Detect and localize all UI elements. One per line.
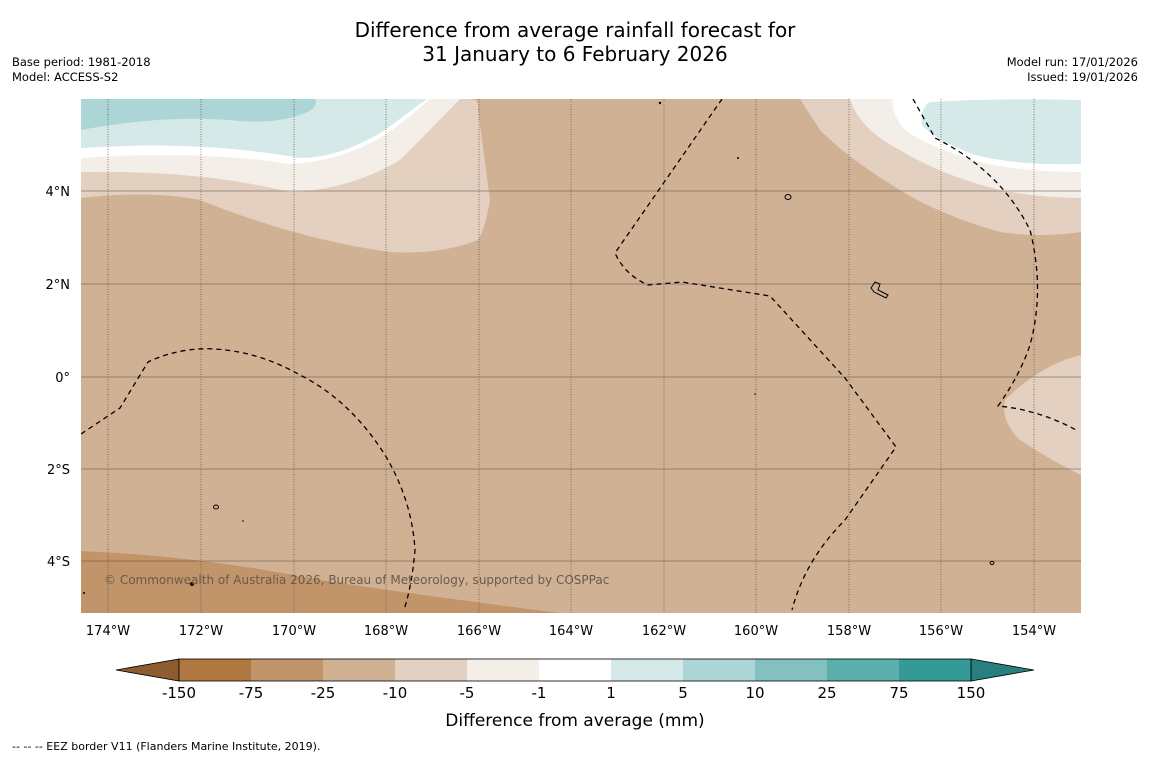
colorbar-outline	[178, 658, 972, 682]
colorbar-swatch	[611, 659, 683, 681]
title-line-2: 31 January to 6 February 2026	[422, 42, 728, 66]
colorbar-tick: -75	[239, 684, 264, 702]
contour-band-teal-right	[921, 99, 1081, 165]
island-dots	[83, 101, 756, 594]
lat-label: 4°N	[46, 185, 71, 200]
colorbar-tick: -150	[162, 684, 196, 702]
colorbar-tick: 1	[606, 684, 616, 702]
contour-band-light-east	[1004, 355, 1081, 475]
lon-labels: 174°W 172°W 170°W 168°W 166°W 164°W 162°…	[86, 624, 1056, 639]
lon-label: 158°W	[827, 624, 871, 639]
colorbar-swatch	[467, 659, 539, 681]
colorbar-swatch	[395, 659, 467, 681]
base-info: Base period: 1981-2018 Model: ACCESS-S2	[12, 55, 151, 85]
lon-label: 174°W	[86, 624, 130, 639]
lon-label: 156°W	[919, 624, 963, 639]
title-line-1: Difference from average rainfall forecas…	[354, 18, 796, 42]
colorbar-swatch	[539, 659, 611, 681]
colorbar-tick: 150	[957, 684, 986, 702]
eez-legend-note: -- -- -- EEZ border V11 (Flanders Marine…	[12, 740, 321, 753]
lon-label: 166°W	[457, 624, 501, 639]
colorbar-arrow-low	[115, 658, 180, 682]
colorbar-swatch	[899, 659, 971, 681]
lat-label: 2°N	[46, 278, 71, 293]
rainfall-map	[81, 99, 1081, 613]
colorbar: -150 -75 -25 -10 -5 -1 1 5 10 25 75 150 …	[115, 658, 1035, 731]
colorbar-swatch	[755, 659, 827, 681]
model-name: Model: ACCESS-S2	[12, 70, 119, 84]
lat-label: 2°S	[47, 463, 70, 478]
eez-borders	[81, 99, 1079, 611]
colorbar-tick: 75	[889, 684, 908, 702]
colorbar-tick: -25	[311, 684, 336, 702]
colorbar-swatch	[827, 659, 899, 681]
run-info: Model run: 17/01/2026 Issued: 19/01/2026	[1007, 55, 1138, 85]
colorbar-tick: -10	[383, 684, 408, 702]
islands	[213, 194, 995, 565]
colorbar-tick: 10	[745, 684, 764, 702]
lon-label: 154°W	[1012, 624, 1056, 639]
lat-label: 4°S	[47, 555, 70, 570]
colorbar-label: Difference from average (mm)	[445, 711, 704, 731]
issued-date: Issued: 19/01/2026	[1027, 70, 1138, 84]
colorbar-swatch	[683, 659, 755, 681]
colorbar-arrow-high	[970, 658, 1035, 682]
colorbar-swatch	[251, 659, 323, 681]
lon-label: 172°W	[179, 624, 223, 639]
colorbar-tick: 5	[678, 684, 688, 702]
colorbar-swatch	[179, 659, 251, 681]
colorbar-tick: 25	[817, 684, 836, 702]
lon-gridlines	[107, 99, 1035, 613]
base-period: Base period: 1981-2018	[12, 55, 151, 69]
lat-label: 0°	[55, 371, 70, 386]
lat-labels: 4°N 2°N 0° 2°S 4°S	[46, 185, 71, 570]
lon-label: 162°W	[642, 624, 686, 639]
colorbar-swatch	[323, 659, 395, 681]
lon-label: 170°W	[272, 624, 316, 639]
colorbar-tick: -5	[460, 684, 475, 702]
model-run: Model run: 17/01/2026	[1006, 55, 1138, 69]
lon-label: 168°W	[364, 624, 408, 639]
lat-gridlines	[81, 190, 1081, 562]
colorbar-tick: -1	[532, 684, 547, 702]
chart-title: Difference from average rainfall forecas…	[0, 18, 1150, 66]
colorbar-ticks: -150 -75 -25 -10 -5 -1 1 5 10 25 75 150	[162, 684, 985, 702]
lon-label: 160°W	[734, 624, 778, 639]
contour-band-teal	[81, 99, 316, 130]
lon-label: 164°W	[549, 624, 593, 639]
copyright-notice: © Commonwealth of Australia 2026, Bureau…	[104, 573, 609, 587]
